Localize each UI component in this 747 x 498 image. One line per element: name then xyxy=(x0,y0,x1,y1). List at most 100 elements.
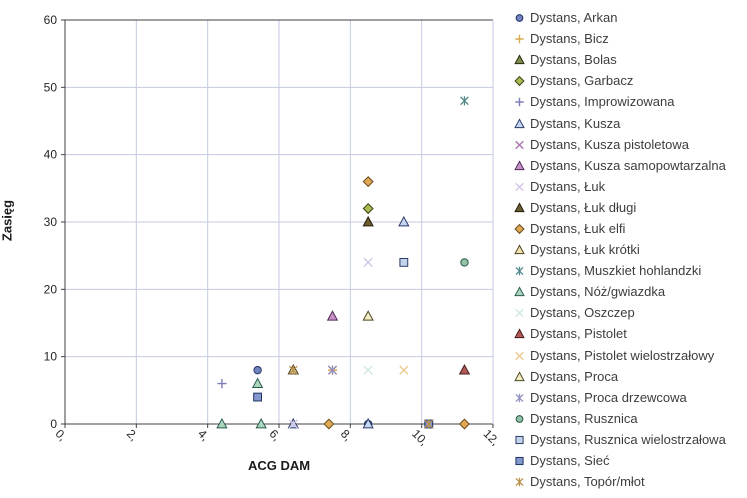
x-axis-title: ACG DAM xyxy=(247,458,311,473)
legend-item-label: Dystans, Łuk elfi xyxy=(530,220,626,236)
legend-item-label: Dystans, Improwizowana xyxy=(530,94,675,110)
legend-marker-icon xyxy=(514,202,525,212)
data-point-marker xyxy=(515,182,524,192)
legend-item-label: Dystans, Muszkiet hohlandzki xyxy=(530,263,702,279)
x-tick-label: 8, xyxy=(338,427,355,444)
data-point-marker xyxy=(515,351,524,360)
legend-item-label: Dystans, Kusza xyxy=(530,115,621,131)
x-tick-label: 10, xyxy=(409,427,431,449)
legend-marker-icon xyxy=(515,456,524,466)
legend-item: Dystans, Łuk krótki xyxy=(512,239,747,260)
y-tick-label: 0 xyxy=(50,417,57,431)
data-point-marker xyxy=(253,365,262,375)
legend-item: Dystans, Sieć xyxy=(512,450,747,471)
y-tick-label: 50 xyxy=(44,80,58,94)
legend-item: Dystans, Kusza pistoletowa xyxy=(512,134,747,155)
data-point-marker xyxy=(514,370,525,381)
data-point-marker xyxy=(514,160,525,170)
data-point-marker xyxy=(514,223,525,235)
legend-item: Dystans, Łuk długi xyxy=(512,197,747,218)
legend-marker-icon xyxy=(514,244,525,255)
data-point-marker xyxy=(328,365,337,375)
legend-item: Dystans, Pistolet xyxy=(512,323,747,344)
y-tick-label: 30 xyxy=(44,215,58,229)
data-point-marker xyxy=(515,435,524,444)
data-point-marker xyxy=(288,419,298,429)
data-point-marker xyxy=(362,202,374,215)
legend-item-label: Dystans, Pistolet wielostrzałowy xyxy=(530,347,715,363)
data-point-marker xyxy=(326,310,339,321)
data-point-marker xyxy=(515,309,524,318)
legend-item: Dystans, Rusznica xyxy=(512,408,747,429)
data-point-marker xyxy=(515,140,524,149)
data-point-marker xyxy=(515,34,524,44)
data-point-marker xyxy=(362,417,374,429)
legend-item: Dystans, Muszkiet hohlandzki xyxy=(512,260,747,281)
legend-item: Dystans, Pistolet wielostrzałowy xyxy=(512,345,747,366)
data-point-marker xyxy=(514,286,525,297)
legend-marker-icon xyxy=(515,182,524,192)
legend-marker-icon xyxy=(515,351,524,360)
legend-item: Dystans, Łuk elfi xyxy=(512,218,747,239)
data-point-marker xyxy=(217,379,227,389)
data-point-marker xyxy=(515,98,524,107)
x-tick-label: 6, xyxy=(267,427,284,444)
legend-marker-icon xyxy=(515,98,524,107)
legend-item: Dystans, Oszczep xyxy=(512,302,747,323)
legend-marker-icon xyxy=(514,76,525,87)
data-point-marker xyxy=(399,365,409,375)
data-point-marker xyxy=(515,266,524,276)
data-point-marker xyxy=(363,257,373,268)
legend-item-label: Dystans, Proca drzewcowa xyxy=(530,389,687,405)
legend-marker-icon xyxy=(515,393,524,402)
legend-item: Dystans, Rusznica wielostrzałowa xyxy=(512,429,747,450)
data-point-marker xyxy=(514,244,525,255)
legend-marker-icon xyxy=(515,435,524,444)
legend-marker-icon xyxy=(514,117,525,128)
legend-item: Dystans, Proca drzewcowa xyxy=(512,387,747,408)
legend-marker-icon xyxy=(514,160,525,170)
legend-item-label: Dystans, Kusza pistoletowa xyxy=(530,136,689,152)
legend-item-label: Dystans, Sieć xyxy=(530,453,610,469)
legend-item: Dystans, Topór/młot xyxy=(512,471,747,492)
data-point-marker xyxy=(323,418,335,430)
legend-marker-icon xyxy=(514,328,525,339)
legend-marker-icon xyxy=(515,14,524,22)
data-point-marker xyxy=(362,215,374,227)
legend-item-label: Dystans, Pistolet xyxy=(530,326,627,342)
legend-marker-icon xyxy=(515,477,524,487)
data-point-marker xyxy=(216,417,228,429)
legend-item: Dystans, Arkan xyxy=(512,7,747,28)
legend-marker-icon xyxy=(515,309,524,318)
data-point-marker xyxy=(399,257,409,267)
legend-item: Dystans, Bolas xyxy=(512,49,747,70)
data-point-marker xyxy=(458,418,471,430)
legend-item: Dystans, Nóż/gwiazdka xyxy=(512,281,747,302)
legend-item-label: Dystans, Oszczep xyxy=(530,305,635,321)
y-tick-label: 20 xyxy=(44,282,58,296)
y-tick-label: 10 xyxy=(44,350,58,364)
legend-item: Dystans, Garbacz xyxy=(512,70,747,91)
legend-item-label: Dystans, Rusznica xyxy=(530,410,638,426)
data-point-marker xyxy=(514,76,525,87)
data-point-marker xyxy=(514,202,525,212)
legend-marker-icon xyxy=(515,140,524,149)
data-point-marker xyxy=(398,215,410,227)
legend-marker-icon xyxy=(515,34,524,44)
legend-item-label: Dystans, Topór/młot xyxy=(530,474,645,490)
legend-item-label: Dystans, Bicz xyxy=(530,31,609,47)
legend-marker-icon xyxy=(514,223,525,235)
data-point-marker xyxy=(515,414,524,423)
data-point-marker xyxy=(458,364,471,375)
legend-item-label: Dystans, Rusznica wielostrzałowa xyxy=(530,431,726,447)
legend-marker-icon xyxy=(514,286,525,297)
legend-marker-icon xyxy=(514,54,525,65)
legend-item: Dystans, Improwizowana xyxy=(512,91,747,112)
legend-item-label: Dystans, Kusza samopowtarzalna xyxy=(530,157,726,173)
data-point-marker xyxy=(515,477,524,487)
legend-item-label: Dystans, Łuk długi xyxy=(530,199,637,215)
data-point-marker xyxy=(251,377,264,389)
legend: Dystans, Arkan Dystans, Bicz Dystans, Bola… xyxy=(512,7,747,492)
